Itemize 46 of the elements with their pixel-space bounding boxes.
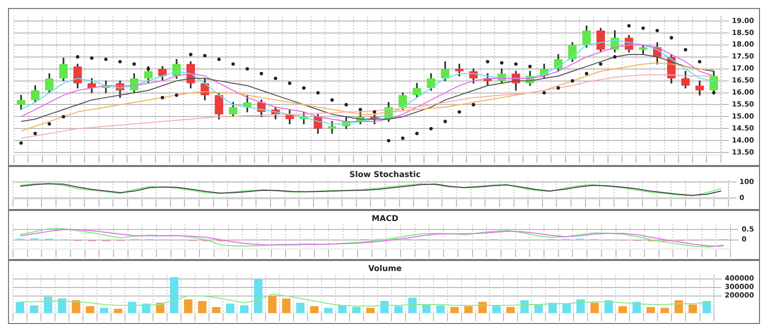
bar [366, 308, 375, 313]
bar [310, 306, 319, 313]
bar [618, 306, 627, 313]
bar [562, 304, 571, 313]
bar [394, 306, 403, 313]
bar [506, 307, 515, 313]
bar [660, 308, 669, 313]
bar [184, 299, 192, 313]
bar [450, 307, 459, 313]
bar [436, 305, 445, 313]
bar [282, 298, 291, 313]
chart-title: Slow Stochastic [349, 170, 421, 179]
bar [268, 296, 276, 313]
bar [464, 306, 473, 313]
bar [534, 304, 543, 313]
bar [254, 278, 262, 313]
bar [520, 300, 529, 313]
bar [296, 302, 305, 313]
bar [324, 308, 333, 313]
bar [590, 302, 599, 313]
bar [212, 307, 220, 313]
bar [380, 301, 389, 313]
bar [170, 277, 178, 313]
bar [30, 305, 38, 313]
bar [646, 307, 655, 313]
chart-title: Volume [368, 264, 402, 273]
bar [408, 298, 417, 313]
bar [240, 305, 248, 313]
bar [338, 305, 347, 313]
bar [226, 304, 234, 313]
bar [72, 300, 80, 313]
bar [128, 302, 136, 313]
chart-title: MACD [372, 214, 399, 223]
bar [86, 306, 94, 313]
bar [576, 299, 585, 313]
bar [58, 298, 66, 313]
bar [198, 301, 206, 313]
bar [100, 308, 108, 313]
bar [702, 301, 711, 313]
bar [632, 302, 641, 313]
bar [674, 300, 683, 313]
bar [114, 308, 122, 313]
bar [352, 307, 361, 313]
bar [604, 300, 613, 313]
bar [16, 302, 24, 313]
bar [688, 304, 697, 313]
